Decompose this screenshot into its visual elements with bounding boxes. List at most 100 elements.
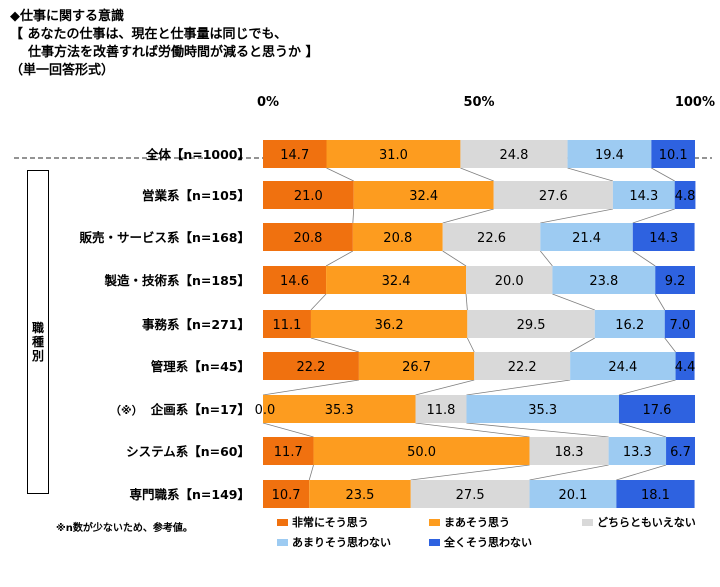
bar-segment <box>263 395 416 423</box>
legend-label: あまりそう思わない <box>292 536 391 549</box>
category-label: 企画系【n=17】 <box>150 402 250 417</box>
bar-value-label: 32.4 <box>382 274 411 289</box>
bar-segment <box>675 352 695 380</box>
bar-segment <box>666 437 695 465</box>
bar-connector-line <box>529 464 609 481</box>
bar-value-label: 11.1 <box>272 318 301 333</box>
bar-segment <box>326 266 467 294</box>
bar-value-label: 18.1 <box>641 488 670 503</box>
bar-connector-line <box>262 422 314 438</box>
bar-segment <box>618 395 695 423</box>
bar-value-label: 23.5 <box>346 488 375 503</box>
bar-value-label: 24.4 <box>608 360 637 375</box>
bar-value-label: 26.7 <box>402 360 431 375</box>
bar-segment <box>612 181 675 209</box>
bar-value-label: 22.2 <box>508 360 537 375</box>
answer-format: （単一回答形式） <box>10 63 115 78</box>
bar-connector-line <box>466 337 475 353</box>
bar-segment <box>263 266 327 294</box>
bar-segment <box>352 223 443 251</box>
bar-connector-line <box>325 250 354 267</box>
bar-segment <box>632 223 695 251</box>
bar-connector-line <box>632 250 656 267</box>
bar-segment <box>313 437 530 465</box>
bar-connector-line <box>410 464 530 481</box>
bar-connector-line <box>308 464 314 481</box>
bar-connector-line <box>415 422 530 438</box>
bar-value-label: 17.6 <box>643 403 672 418</box>
bar-connector-line <box>616 464 667 481</box>
bar-connector-line <box>632 208 675 224</box>
bar-segment <box>263 310 311 338</box>
bar-value-label: 29.5 <box>517 318 546 333</box>
category-label: システム系【n=60】 <box>126 444 250 459</box>
legend-swatch <box>277 538 288 546</box>
bar-value-label: 21.4 <box>572 231 601 246</box>
bar-segment <box>263 223 353 251</box>
question-line-2: 仕事方法を改善すれば労働時間が減ると思うか 】 <box>28 45 319 60</box>
bar-segment <box>529 437 609 465</box>
bar-value-label: 14.3 <box>649 231 678 246</box>
legend-label: 全くそう思わない <box>444 536 532 549</box>
bar-segment <box>263 140 327 168</box>
legend-swatch <box>277 518 288 526</box>
bar-segment <box>263 181 354 209</box>
bar-connector-line <box>618 422 667 438</box>
category-prefix-note: （※） <box>110 404 143 417</box>
question-line-1: 【 あなたの仕事は、現在と仕事量は同じでも、 <box>10 27 288 42</box>
bar-value-label: 35.3 <box>528 403 557 418</box>
group-label: 職種別 <box>31 321 44 363</box>
bar-segment <box>263 352 359 380</box>
chart-title: ◆仕事に関する意識 <box>10 9 124 24</box>
bar-value-label: 10.7 <box>272 488 301 503</box>
bar-value-label: 36.2 <box>375 318 404 333</box>
legend-swatch <box>429 518 440 526</box>
bar-connector-line <box>664 337 676 353</box>
legend-label: まあそう思う <box>444 516 510 529</box>
bar-value-label: 22.6 <box>477 231 506 246</box>
bar-value-label: 4.4 <box>675 360 696 375</box>
bar-connector-line <box>415 379 475 396</box>
bar-value-label: 14.6 <box>280 274 309 289</box>
bar-connector-line <box>567 167 614 182</box>
bar-value-label: 16.2 <box>615 318 644 333</box>
bar-value-label: 19.4 <box>595 148 624 163</box>
bar-connector-line <box>466 422 609 438</box>
bar-connector-line <box>310 293 327 311</box>
legend-label: 非常にそう思う <box>292 516 369 529</box>
bar-value-label: 20.1 <box>558 488 587 503</box>
bar-segment <box>410 480 530 508</box>
bar-value-label: 32.4 <box>409 189 438 204</box>
bar-segment <box>552 266 656 294</box>
legend-swatch <box>429 538 440 546</box>
x-tick-label: 0% <box>257 95 279 110</box>
bar-value-label: 50.0 <box>407 445 436 460</box>
bar-value-label: 23.8 <box>589 274 618 289</box>
bar-value-label: 9.2 <box>665 274 686 289</box>
bar-segment <box>493 181 613 209</box>
bar-value-label: 20.8 <box>293 231 322 246</box>
bar-value-label: 7.0 <box>670 318 691 333</box>
bar-connector-line <box>569 337 595 353</box>
bar-segment <box>466 395 619 423</box>
category-label: 販売・サービス系【n=168】 <box>80 230 250 245</box>
category-label: 営業系【n=105】 <box>142 188 250 203</box>
bar-segment <box>309 480 411 508</box>
bar-segment <box>353 181 494 209</box>
bar-connector-line <box>651 167 675 182</box>
bar-connector-line <box>654 293 666 311</box>
bar-segment <box>415 395 467 423</box>
bar-segment <box>608 437 667 465</box>
legend-item-not-much: あまりそう思わない <box>277 534 391 550</box>
bar-value-label: 27.5 <box>456 488 485 503</box>
bar-value-label: 6.7 <box>670 445 691 460</box>
chart-title-block: ◆仕事に関する意識 【 あなたの仕事は、現在と仕事量は同じでも、 仕事方法を改善… <box>10 8 319 80</box>
bar-value-label: 24.8 <box>500 148 529 163</box>
bar-value-label: 13.3 <box>623 445 652 460</box>
bar-connector-line <box>466 379 571 396</box>
bar-segment <box>442 223 541 251</box>
bar-segment <box>466 266 553 294</box>
bar-connector-line <box>326 167 354 182</box>
bar-value-label: 35.3 <box>325 403 354 418</box>
